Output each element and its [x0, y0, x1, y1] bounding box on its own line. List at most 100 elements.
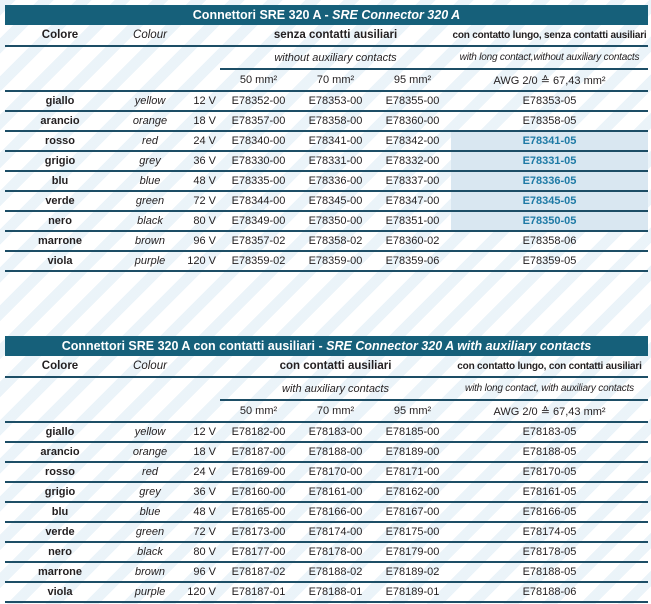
color-name-en-cell: black: [137, 546, 163, 558]
part-number-95mm-cell: E78189-02: [385, 566, 440, 578]
part-number-long-contact-cell: E78353-05: [522, 95, 577, 107]
part-number-50mm-cell: E78344-00: [231, 195, 286, 207]
part-number-50mm-cell: E78160-00: [231, 486, 286, 498]
voltage-cell: 96 V: [193, 566, 216, 578]
color-name-it-cell: giallo: [45, 426, 75, 438]
part-number-70mm-cell: E78331-00: [308, 155, 363, 167]
size-header-95mm: 95 mm²: [393, 405, 432, 417]
part-number-long-contact-cell: E78166-05: [522, 506, 577, 518]
color-name-it-cell: rosso: [45, 135, 75, 147]
voltage-cell: 18 V: [193, 115, 216, 127]
voltage-cell: 48 V: [193, 175, 216, 187]
part-number-95mm-cell: E78337-00: [385, 175, 440, 187]
size-header-awg: AWG 2/0 ≙ 67,43 mm²: [493, 74, 606, 87]
color-name-it-cell: nero: [48, 546, 72, 558]
color-name-it-cell: verde: [45, 195, 75, 207]
part-number-50mm-cell: E78177-00: [231, 546, 286, 558]
part-number-70mm-cell: E78183-00: [308, 426, 363, 438]
table-row: arancio orange 18 V E78357-00 E78358-00 E7836…: [5, 112, 648, 132]
color-name-en-cell: orange: [132, 115, 168, 127]
voltage-cell: 72 V: [193, 195, 216, 207]
size-header-50mm: 50 mm²: [239, 74, 278, 86]
part-number-long-contact-cell: E78345-05: [451, 192, 648, 210]
color-name-en-cell: green: [135, 195, 165, 207]
group-header-mid-italian: con contatti ausiliari: [279, 360, 392, 372]
table-row: verde green 72 V E78344-00 E78345-00 E78347-0…: [5, 192, 648, 212]
part-number-70mm-cell: E78188-02: [308, 566, 363, 578]
voltage-cell: 12 V: [193, 426, 216, 438]
size-header-awg: AWG 2/0 ≙ 67,43 mm²: [493, 405, 606, 418]
table-row: grigio grey 36 V E78160-00 E78161-00 E78162-0…: [5, 483, 648, 503]
part-number-70mm-cell: E78341-00: [308, 135, 363, 147]
color-name-en-cell: yellow: [134, 95, 166, 107]
part-number-95mm-cell: E78332-00: [385, 155, 440, 167]
column-header-colour: Colour: [133, 29, 167, 41]
part-number-50mm-cell: E78187-01: [231, 586, 286, 598]
voltage-cell: 36 V: [193, 486, 216, 498]
color-name-it-cell: viola: [47, 255, 73, 267]
partial-rule: [220, 68, 648, 70]
table-title-bar: Connettori SRE 320 A - SRE Connector 320…: [5, 5, 648, 25]
part-number-70mm-cell: E78353-00: [308, 95, 363, 107]
part-number-50mm-cell: E78330-00: [231, 155, 286, 167]
part-number-50mm-cell: E78165-00: [231, 506, 286, 518]
table-row: blu blue 48 V E78335-00 E78336-00 E78337-00 E7…: [5, 172, 648, 192]
part-number-95mm-cell: E78185-00: [385, 426, 440, 438]
group-header-mid-english: with auxiliary contacts: [282, 382, 389, 395]
group-header-long-english: with long contact,without auxiliary cont…: [459, 52, 640, 63]
part-number-long-contact-cell: E78358-06: [522, 235, 577, 247]
color-name-en-cell: brown: [135, 566, 165, 578]
table-row: marrone brown 96 V E78187-02 E78188-02 E78189…: [5, 563, 648, 583]
part-number-70mm-cell: E78358-02: [308, 235, 363, 247]
table-row: nero black 80 V E78177-00 E78178-00 E78179-00…: [5, 543, 648, 563]
part-number-long-contact-cell: E78341-05: [451, 132, 648, 150]
part-number-50mm-cell: E78187-00: [231, 446, 286, 458]
table-title-italian: Connettori SRE 320 A: [192, 8, 322, 22]
part-number-50mm-cell: E78357-00: [231, 115, 286, 127]
part-number-70mm-cell: E78178-00: [308, 546, 363, 558]
size-header-70mm: 70 mm²: [316, 74, 355, 86]
part-number-50mm-cell: E78340-00: [231, 135, 286, 147]
table-row: blu blue 48 V E78165-00 E78166-00 E78167-00 E7…: [5, 503, 648, 523]
color-name-en-cell: blue: [139, 506, 161, 518]
color-name-it-cell: blu: [51, 175, 69, 187]
part-number-50mm-cell: E78173-00: [231, 526, 286, 538]
table-row: arancio orange 18 V E78187-00 E78188-00 E7818…: [5, 443, 648, 463]
part-number-long-contact-cell: E78358-05: [522, 115, 577, 127]
color-name-it-cell: marrone: [37, 566, 83, 578]
color-name-it-cell: viola: [47, 586, 73, 598]
part-number-70mm-cell: E78359-00: [308, 255, 363, 267]
voltage-cell: 36 V: [193, 155, 216, 167]
voltage-cell: 48 V: [193, 506, 216, 518]
part-number-50mm-cell: E78169-00: [231, 466, 286, 478]
part-number-70mm-cell: E78188-01: [308, 586, 363, 598]
color-name-it-cell: grigio: [44, 155, 76, 167]
size-header-70mm: 70 mm²: [316, 405, 355, 417]
size-header-50mm: 50 mm²: [239, 405, 278, 417]
part-number-95mm-cell: E78342-00: [385, 135, 440, 147]
color-name-en-cell: orange: [132, 446, 168, 458]
part-number-70mm-cell: E78170-00: [308, 466, 363, 478]
color-name-en-cell: blue: [139, 175, 161, 187]
voltage-cell: 80 V: [193, 215, 216, 227]
table-title-separator: -: [321, 8, 333, 22]
voltage-cell: 24 V: [193, 135, 216, 147]
table-row: rosso red 24 V E78340-00 E78341-00 E78342-00 E…: [5, 132, 648, 152]
part-number-long-contact-cell: E78161-05: [522, 486, 577, 498]
color-name-it-cell: rosso: [45, 466, 75, 478]
part-number-long-contact-cell: E78359-05: [522, 255, 577, 267]
part-number-95mm-cell: E78360-02: [385, 235, 440, 247]
part-number-long-contact-cell: E78178-05: [522, 546, 577, 558]
part-number-70mm-cell: E78166-00: [308, 506, 363, 518]
voltage-cell: 12 V: [193, 95, 216, 107]
part-number-95mm-cell: E78167-00: [385, 506, 440, 518]
color-name-it-cell: blu: [51, 506, 69, 518]
voltage-cell: 96 V: [193, 235, 216, 247]
color-name-en-cell: yellow: [134, 426, 166, 438]
color-name-it-cell: verde: [45, 526, 75, 538]
part-number-70mm-cell: E78345-00: [308, 195, 363, 207]
group-header-long-english: with long contact, with auxiliary contac…: [465, 383, 634, 394]
column-header-colour: Colour: [133, 360, 167, 372]
table-row: nero black 80 V E78349-00 E78350-00 E78351-00…: [5, 212, 648, 232]
table-title-italian: Connettori SRE 320 A con contatti ausili…: [61, 339, 316, 353]
